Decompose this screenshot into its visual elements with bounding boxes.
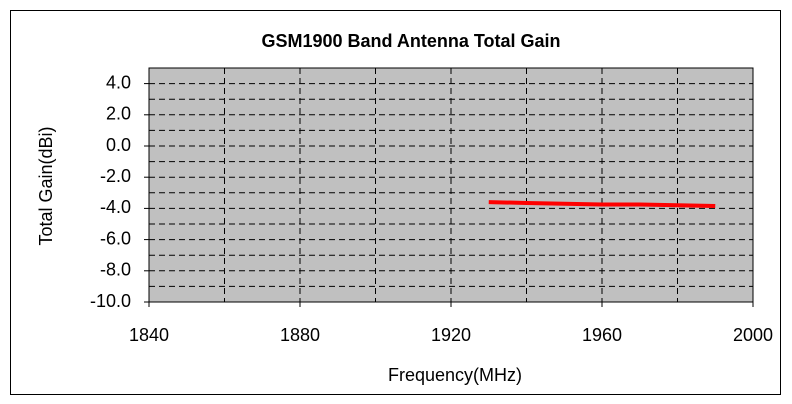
y-tick-label: 2.0 [106, 104, 131, 124]
y-tick-label: -4.0 [100, 197, 131, 217]
data-line [488, 200, 716, 209]
chart-title: GSM1900 Band Antenna Total Gain [261, 31, 560, 51]
x-tick-label: 1920 [431, 325, 471, 345]
x-tick-label: 1960 [582, 325, 622, 345]
x-axis-label: Frequency(MHz) [388, 365, 522, 385]
x-tick-label: 1840 [129, 325, 169, 345]
y-tick-label: 0.0 [106, 135, 131, 155]
y-tick-label: -6.0 [100, 228, 131, 248]
x-tick-label: 1880 [280, 325, 320, 345]
y-axis-label: Total Gain(dBi) [36, 126, 56, 245]
y-tick-label: 4.0 [106, 72, 131, 92]
y-tick-label: -2.0 [100, 166, 131, 186]
x-tick-label: 2000 [733, 325, 773, 345]
y-tick-label: -8.0 [100, 260, 131, 280]
y-tick-label: -10.0 [90, 291, 131, 311]
plot-border [148, 67, 754, 303]
